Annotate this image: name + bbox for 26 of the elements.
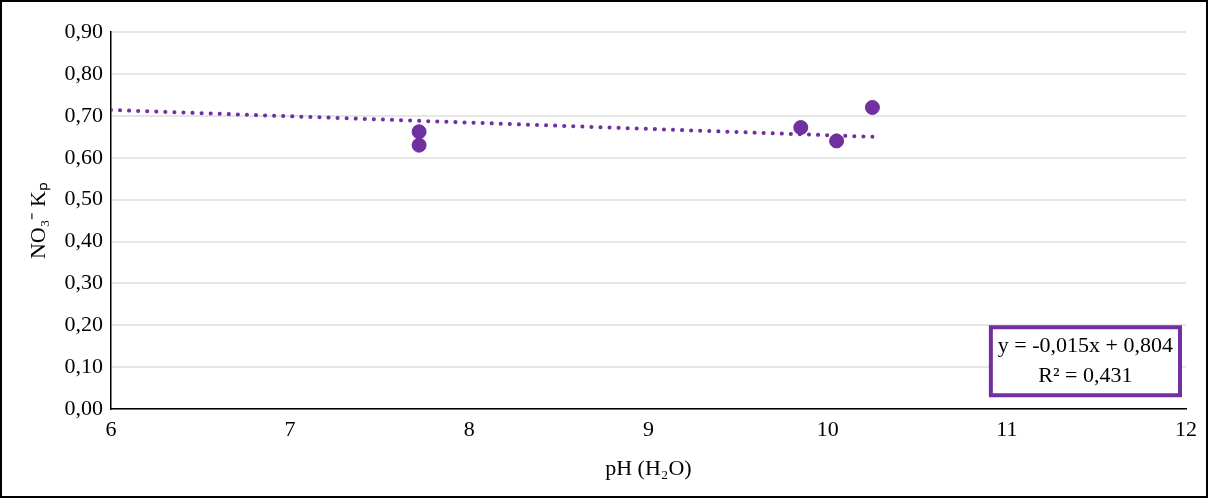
- point: [793, 120, 809, 136]
- point: [411, 124, 427, 140]
- y-tick-label: 0,80: [64, 59, 103, 85]
- y-axis-title: NO₃⁻ Kₚ: [24, 182, 51, 260]
- y-tick-label: 0,30: [64, 269, 103, 295]
- point: [411, 137, 427, 153]
- point: [829, 133, 845, 149]
- y-tick-label: 0,70: [64, 101, 103, 127]
- x-tick-label: 7: [284, 416, 296, 442]
- x-axis-title: pH (H₂O): [605, 454, 692, 480]
- x-tick-label: 10: [816, 416, 839, 442]
- y-tick-label: 0,00: [64, 394, 103, 420]
- y-tick-label: 0,40: [64, 227, 103, 253]
- x-tick-label: 12: [1175, 416, 1197, 442]
- y-tick-label: 0,60: [64, 143, 103, 169]
- y-tick-label: 0,90: [64, 17, 103, 43]
- x-tick-label: 8: [463, 416, 475, 442]
- x-tick-label: 6: [105, 416, 117, 442]
- x-tick-label: 9: [642, 416, 654, 442]
- y-tick-label: 0,10: [64, 353, 103, 379]
- y-tick-label: 0,20: [64, 311, 103, 337]
- x-tick-label: 11: [996, 416, 1018, 442]
- y-tick-label: 0,50: [64, 185, 103, 211]
- annotation: y = -0,015x + 0,804: [997, 331, 1173, 357]
- annotation: R² = 0,431: [1038, 361, 1133, 387]
- point: [864, 99, 880, 115]
